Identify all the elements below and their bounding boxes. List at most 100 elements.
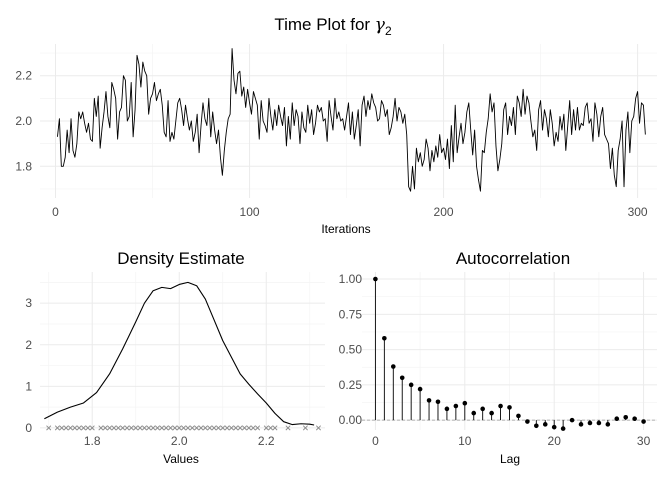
acf-point (390, 364, 396, 369)
rug-mark (85, 425, 91, 431)
rug-mark-stroke (315, 425, 321, 431)
rug-mark-stroke (302, 425, 308, 431)
rug-mark-stroke (72, 425, 78, 431)
acf-point (471, 410, 477, 416)
rug-mark-stroke (67, 425, 73, 431)
rug-mark-stroke (228, 425, 234, 431)
rug-mark (54, 425, 60, 431)
rug-mark-stroke (233, 425, 239, 431)
rug-mark (302, 425, 308, 431)
rug-mark-stroke (272, 425, 278, 431)
rug-mark-stroke (128, 425, 134, 431)
rug-mark-stroke (89, 425, 95, 431)
rug-mark (250, 425, 256, 431)
rug-mark-stroke (198, 425, 204, 431)
rug-mark (154, 425, 160, 431)
rug-mark-stroke (154, 425, 160, 431)
rug-mark (111, 425, 117, 431)
acf-point (453, 403, 459, 409)
x-tick-label: 0 (372, 434, 379, 448)
rug-mark (63, 425, 69, 431)
time-plot-y-ticks: 1.8 2.0 2.2 (15, 69, 32, 174)
acf-y-ticks: 0.00 0.25 0.50 0.75 1.00 (339, 272, 363, 427)
y-tick-label: 0 (25, 421, 32, 435)
rug-mark-stroke (115, 425, 121, 431)
rug-mark-stroke (163, 425, 169, 431)
rug-mark-stroke (59, 425, 65, 431)
rug-mark (272, 425, 278, 431)
rug-mark (255, 425, 261, 431)
acf-point (399, 375, 405, 381)
rug-mark-stroke (237, 425, 243, 431)
rug-mark (207, 425, 213, 431)
rug-mark (263, 425, 269, 431)
rug-mark (146, 425, 152, 431)
rug-mark (189, 425, 195, 431)
density-grid (40, 272, 325, 430)
acf-point (525, 419, 530, 424)
acf-point (614, 416, 620, 422)
rug-mark (237, 425, 243, 431)
rug-mark-stroke (80, 425, 87, 431)
rug-mark (59, 425, 65, 431)
acf-point (551, 424, 557, 430)
time-plot-title: Time Plot for γ2 (274, 15, 392, 38)
rug-mark (133, 425, 139, 431)
rug-mark-stroke (159, 425, 165, 431)
rug-mark (198, 425, 204, 431)
rug-mark-stroke (146, 425, 152, 431)
acf-point (489, 410, 494, 416)
y-tick-label: 0.25 (339, 378, 363, 392)
rug-mark (67, 425, 73, 431)
acf-point (382, 336, 387, 341)
rug-mark (128, 425, 134, 431)
rug-mark-stroke (181, 425, 187, 431)
rug-mark-stroke (107, 425, 113, 431)
acf-point (373, 276, 378, 282)
y-tick-label: 1.00 (339, 272, 363, 286)
rug-mark-stroke (172, 425, 178, 431)
rug-mark-stroke (263, 425, 269, 431)
acf-title: Autocorrelation (456, 249, 570, 268)
rug-mark-stroke (255, 425, 261, 431)
rug-mark (176, 425, 182, 431)
rug-mark-stroke (102, 425, 108, 431)
rug-mark-stroke (268, 425, 274, 431)
rug-mark-stroke (285, 425, 291, 431)
acf-point (605, 422, 611, 427)
density-x-axis-title: Values (163, 452, 199, 466)
density-panel: Density Estimate 0 1 2 3 1.8 2.0 2.2 Values (25, 249, 325, 466)
time-plot-grid (40, 44, 657, 198)
rug-mark-stroke (111, 425, 117, 431)
rug-mark (181, 425, 187, 431)
rug-mark-stroke (141, 425, 147, 431)
x-tick-label: 10 (458, 434, 472, 448)
acf-point (596, 420, 602, 426)
x-tick-label: 0 (52, 205, 59, 219)
acf-x-ticks: 0 10 20 30 (372, 434, 651, 448)
rug-mark-stroke (211, 425, 217, 431)
rug-mark-stroke (168, 425, 174, 431)
x-tick-label: 2.0 (171, 434, 188, 448)
rug-mark (89, 425, 95, 431)
rug-mark-stroke (241, 425, 248, 431)
time-plot-x-axis-title: Iterations (321, 222, 370, 236)
rug-mark (163, 425, 169, 431)
acf-point (516, 413, 521, 419)
rug-mark-stroke (137, 425, 143, 431)
rug-mark-stroke (98, 425, 104, 431)
time-plot-x-ticks: 0 100 200 300 (52, 205, 648, 219)
x-tick-label: 30 (637, 434, 651, 448)
density-y-ticks: 0 1 2 3 (25, 296, 32, 435)
rug-mark-stroke (207, 425, 213, 431)
rug-mark (159, 425, 165, 431)
density-rug (46, 425, 321, 431)
y-tick-label: 0.00 (339, 413, 363, 427)
rug-mark-stroke (189, 425, 195, 431)
rug-mark (168, 425, 174, 431)
rug-mark-stroke (246, 425, 252, 431)
rug-mark-stroke (85, 425, 91, 431)
rug-mark (268, 425, 274, 431)
